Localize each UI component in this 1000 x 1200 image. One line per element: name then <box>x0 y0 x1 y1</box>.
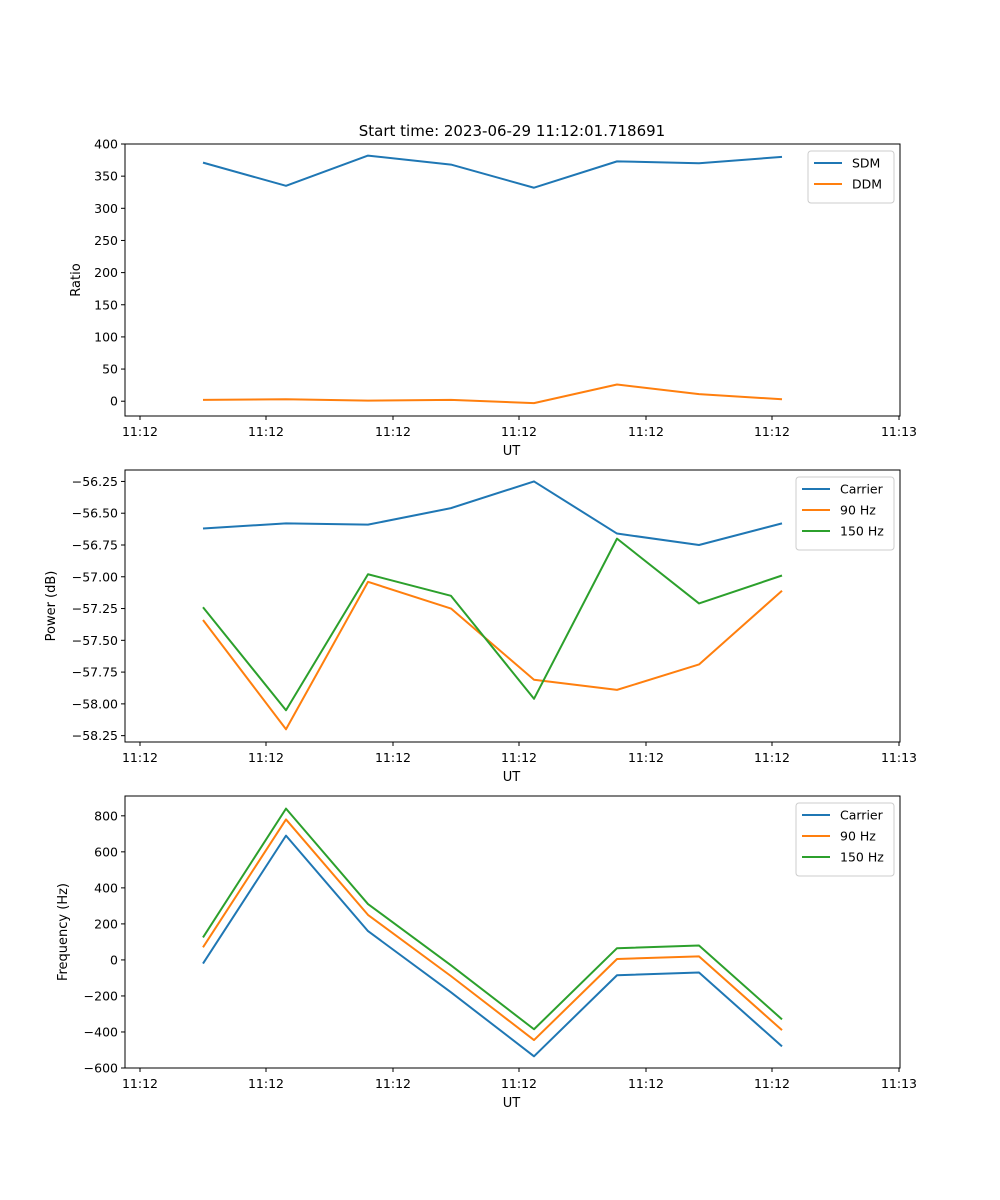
legend-label: Carrier <box>840 482 884 497</box>
y-tick-label: −58.00 <box>72 696 118 711</box>
x-tick-label: 11:12 <box>628 1076 664 1091</box>
x-tick-label: 11:12 <box>628 750 664 765</box>
legend-label: Carrier <box>840 808 884 823</box>
legend: Carrier 90 Hz 150 Hz <box>795 476 895 551</box>
chart-panel-3: −600 −400 −200 0 200 400 600 800 11:12 11:12 11:12… <box>56 795 917 1111</box>
series-line-90-hz <box>202 580 783 731</box>
y-tick-label: 150 <box>94 297 118 312</box>
x-tick-label: 11:13 <box>881 424 917 439</box>
legend-label: 150 Hz <box>840 850 884 865</box>
x-tick-label: 11:12 <box>375 750 411 765</box>
x-tick-label: 11:12 <box>248 1076 284 1091</box>
y-tick-label: 200 <box>94 916 118 931</box>
y-axis-label: Frequency (Hz) <box>56 883 71 981</box>
y-tick-label: 50 <box>102 362 118 377</box>
legend-label: 150 Hz <box>840 524 884 539</box>
y-tick-label: −56.25 <box>72 474 118 489</box>
series-line-ddm <box>202 383 783 405</box>
y-tick-label: −56.75 <box>72 537 118 552</box>
y-tick-label: −57.00 <box>72 569 118 584</box>
x-tick-label: 11:12 <box>754 1076 790 1091</box>
chart-panel-2: −58.25 −58.00 −57.75 −57.50 −57.25 −57.00 −56.… <box>44 469 917 785</box>
legend-label: 90 Hz <box>840 503 876 518</box>
y-tick-label: −58.25 <box>72 728 118 743</box>
legend: SDM DDM <box>807 150 895 204</box>
x-axis-label: UT <box>503 770 521 785</box>
plot-frame <box>124 143 901 417</box>
series-line-carrier <box>202 834 783 1058</box>
y-tick-label: 200 <box>94 265 118 280</box>
y-tick-label: −600 <box>84 1061 118 1076</box>
legend-label: SDM <box>852 156 880 171</box>
y-tick-label: 400 <box>94 137 118 152</box>
y-tick-label: 600 <box>94 844 118 859</box>
series-line-carrier <box>202 480 783 546</box>
legend-label: DDM <box>852 177 882 192</box>
y-tick-label: 350 <box>94 169 118 184</box>
series-line-90-hz <box>202 818 783 1042</box>
y-tick-label: −200 <box>84 988 118 1003</box>
series-line-150-hz <box>202 537 783 712</box>
legend: Carrier 90 Hz 150 Hz <box>795 802 895 877</box>
y-axis-label: Power (dB) <box>44 571 59 642</box>
chart-panel-1: 0 50 100 150 200 250 300 350 400 11:12 11:12 11:12 1… <box>69 137 917 460</box>
x-tick-label: 11:12 <box>501 424 537 439</box>
legend-label: 90 Hz <box>840 829 876 844</box>
x-tick-label: 11:12 <box>122 424 158 439</box>
x-tick-label: 11:12 <box>122 1076 158 1091</box>
y-axis-label: Ratio <box>69 263 84 296</box>
plot-frame <box>124 469 901 743</box>
x-tick-label: 11:12 <box>501 1076 537 1091</box>
y-tick-label: 800 <box>94 808 118 823</box>
x-tick-label: 11:13 <box>881 1076 917 1091</box>
y-tick-label: 0 <box>110 394 118 409</box>
chart-title: Start time: 2023-06-29 11:12:01.718691 <box>359 122 665 140</box>
x-tick-label: 11:13 <box>881 750 917 765</box>
y-tick-label: 0 <box>110 952 118 967</box>
series-line-150-hz <box>202 807 783 1031</box>
x-tick-label: 11:12 <box>248 424 284 439</box>
y-tick-label: −57.25 <box>72 601 118 616</box>
x-tick-label: 11:12 <box>122 750 158 765</box>
x-tick-label: 11:12 <box>628 424 664 439</box>
x-axis-label: UT <box>503 1096 521 1111</box>
y-tick-label: −56.50 <box>72 506 118 521</box>
y-tick-label: 400 <box>94 880 118 895</box>
x-tick-label: 11:12 <box>754 424 790 439</box>
x-tick-label: 11:12 <box>375 424 411 439</box>
y-tick-label: 300 <box>94 201 118 216</box>
y-tick-label: 100 <box>94 329 118 344</box>
plot-frame <box>124 795 901 1069</box>
x-tick-label: 11:12 <box>375 1076 411 1091</box>
series-line-sdm <box>202 154 783 189</box>
y-tick-label: −400 <box>84 1024 118 1039</box>
x-tick-label: 11:12 <box>501 750 537 765</box>
y-tick-label: −57.75 <box>72 665 118 680</box>
y-tick-label: −57.50 <box>72 633 118 648</box>
y-tick-label: 250 <box>94 233 118 248</box>
x-tick-label: 11:12 <box>754 750 790 765</box>
x-axis-label: UT <box>503 444 521 459</box>
x-tick-label: 11:12 <box>248 750 284 765</box>
